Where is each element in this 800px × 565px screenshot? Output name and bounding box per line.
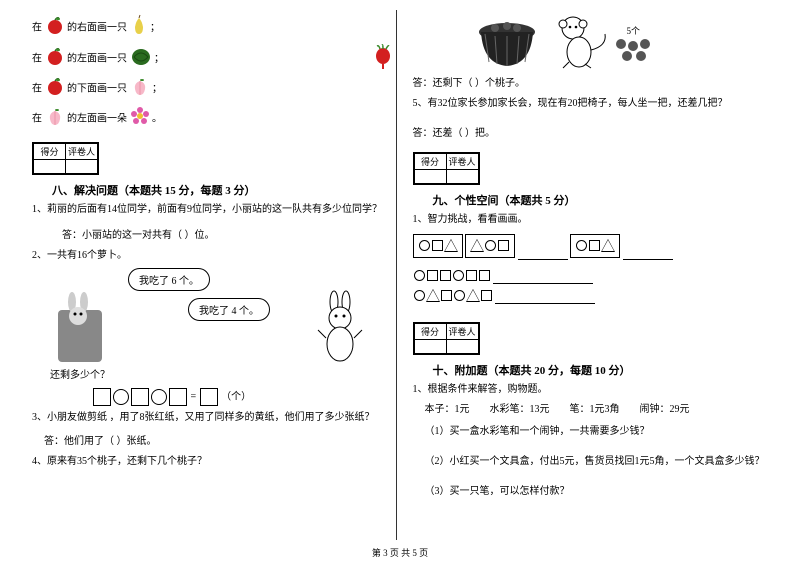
q8-3: 3、小朋友做剪纸 ，用了8张红纸，又用了同样多的黄纸，他们用了多少张纸？ <box>32 410 388 426</box>
row3: 在 的下面画一只 ； <box>32 76 388 102</box>
q10-1: 1、根据条件来解答，购物题。 <box>413 382 769 398</box>
q9-shapes-1 <box>413 232 769 260</box>
rabbit-gray-icon <box>50 290 110 364</box>
q8-1-answer: 答：小丽站的这一对共有（ ）位。 <box>62 228 388 244</box>
q8-5-answer: 答：还差（ ）把。 <box>413 126 769 142</box>
q8-2-eq: = （个） <box>92 388 388 406</box>
q10-b: （2）小红买一个文具盒，付出5元，售货员找回1元5角，一个文具盒多少钱？ <box>425 454 769 470</box>
score-box-9: 得分评卷人 <box>413 152 480 185</box>
score-box-8: 得分评卷人 <box>32 142 99 175</box>
peach-icon <box>130 76 150 102</box>
page-footer: 第 3 页 共 5 页 <box>0 546 800 559</box>
peaches-icon <box>613 36 661 67</box>
q10-c: （3）买一只笔，可以怎样付款？ <box>425 484 769 500</box>
rabbit-white-icon <box>314 290 370 364</box>
radish-icon <box>372 44 394 76</box>
row2: 在 的左面画一只 ； <box>32 46 388 72</box>
monkey-icon <box>549 12 611 73</box>
section-8-title: 八、解决问题（本题共 15 分，每题 3 分） <box>52 182 388 198</box>
q9-1: 1、智力挑战，看看画画。 <box>413 212 769 228</box>
row4: 在 的左面画一朵 。 <box>32 106 388 132</box>
q8-5: 5、有32位家长参加家长会，现在有20把椅子，每人坐一把，还差几把？ <box>413 96 769 112</box>
q8-2: 2、一共有16个萝卜。 <box>32 248 388 264</box>
q8-1: 1、莉丽的后面有14位同学，前面有9位同学，小丽站的这一队共有多少位同学？ <box>32 202 388 218</box>
rabbit-scene: 我吃了 6 个。 我吃了 4 个。 <box>32 268 388 364</box>
q9-shapes-3 <box>413 288 769 304</box>
monkey-scene: 5个 <box>413 10 769 72</box>
section-9-title: 九、个性空间（本题共 5 分） <box>433 192 769 208</box>
apple-icon <box>45 15 65 41</box>
q8-2-q: 还剩多少个？ <box>50 368 388 384</box>
q8-3-answer: 答：他们用了（ ）张纸。 <box>44 434 388 450</box>
bubble-1: 我吃了 6 个。 <box>128 268 210 291</box>
apple-icon <box>45 46 65 72</box>
score-box-10: 得分评卷人 <box>413 322 480 355</box>
pear-icon <box>130 14 148 42</box>
peach-icon <box>45 106 65 132</box>
bubble-2: 我吃了 4 个。 <box>188 298 270 321</box>
q10-a: （1）买一盒水彩笔和一个闹钟，一共需要多少钱？ <box>425 424 769 440</box>
flower-icon <box>130 106 150 132</box>
section-10-title: 十、附加题（本题共 20 分，每题 10 分） <box>433 362 769 378</box>
basket-icon <box>473 18 541 71</box>
q8-4-answer: 答：还剩下（ ）个桃子。 <box>413 76 769 92</box>
apple-icon <box>45 76 65 102</box>
q9-shapes-2 <box>413 268 769 284</box>
row1: 在 的右面画一只 ； <box>32 14 388 42</box>
q10-items: 本子：1元 水彩笔：13元 笔：1元3角 闹钟：29元 <box>425 402 769 418</box>
q8-4: 4、原来有35个桃子，还剩下几个桃子？ <box>32 454 388 470</box>
watermelon-icon <box>130 46 152 72</box>
